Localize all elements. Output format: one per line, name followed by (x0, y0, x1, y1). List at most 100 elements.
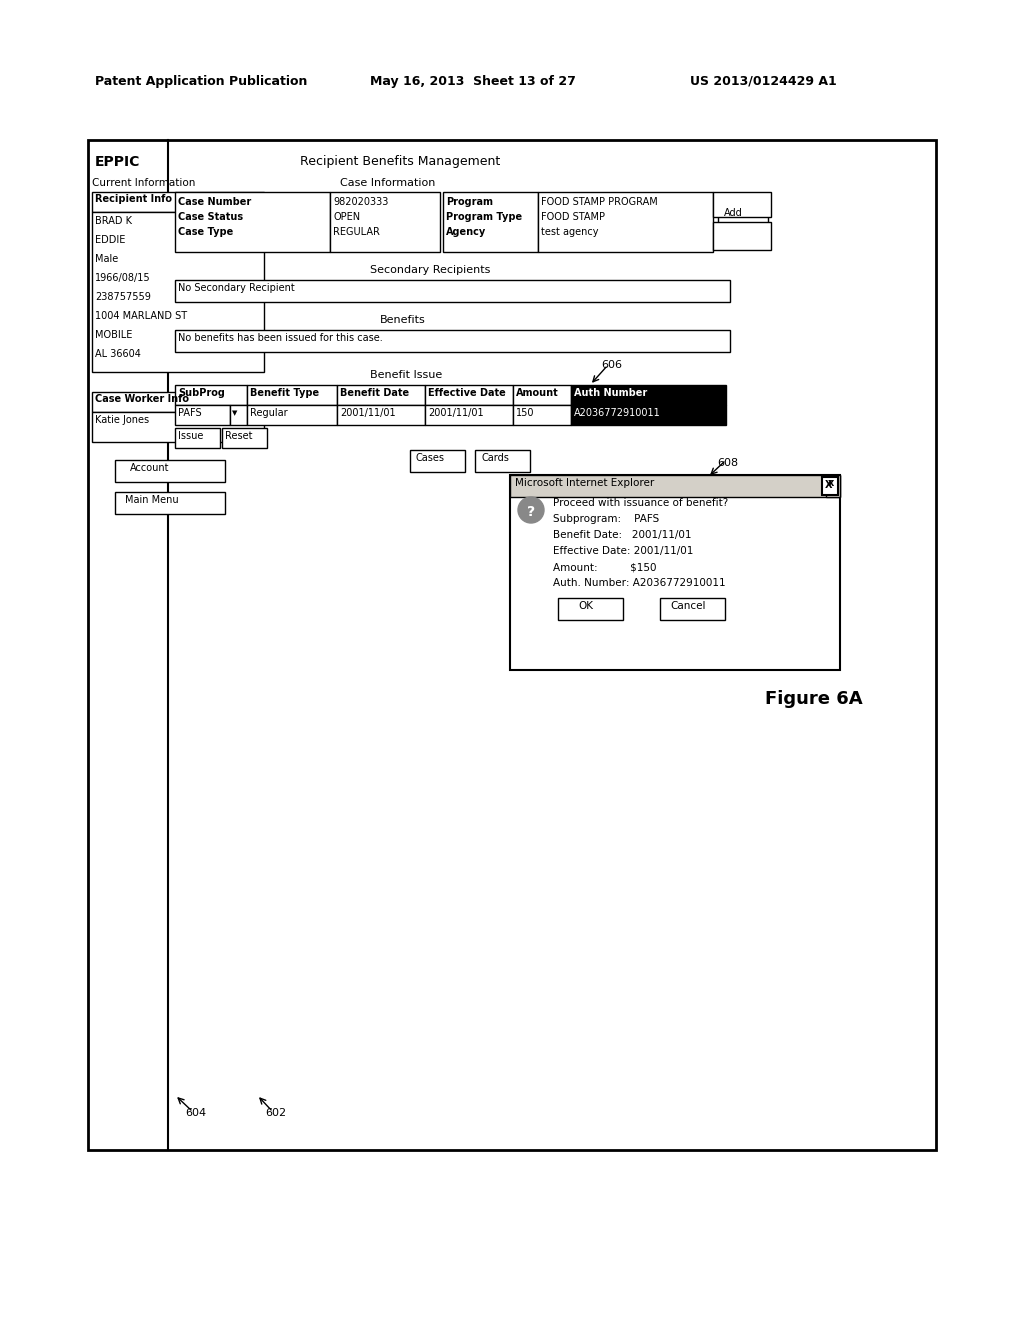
Text: PAFS: PAFS (178, 408, 202, 418)
Text: Male: Male (95, 253, 118, 264)
Bar (443, 191, 538, 252)
Text: Amount: Amount (516, 388, 559, 399)
Text: Recipient Info: Recipient Info (95, 194, 172, 205)
Bar (92, 392, 264, 412)
Bar (222, 428, 267, 447)
Bar (475, 450, 530, 473)
Text: FOOD STAMP PROGRAM: FOOD STAMP PROGRAM (541, 197, 657, 207)
Bar (713, 222, 771, 249)
Bar (337, 405, 425, 425)
Bar (660, 598, 725, 620)
Bar (558, 598, 623, 620)
Text: Effective Date: Effective Date (428, 388, 506, 399)
Bar (425, 385, 513, 405)
Text: 238757559: 238757559 (95, 292, 151, 302)
Bar (175, 405, 230, 425)
Bar (330, 191, 440, 252)
Text: test agency: test agency (541, 227, 598, 238)
Text: 1966/08/15: 1966/08/15 (95, 273, 151, 282)
Text: Katie Jones: Katie Jones (95, 414, 150, 425)
Text: MOBILE: MOBILE (95, 330, 132, 341)
Text: Benefits: Benefits (380, 315, 426, 325)
Text: 982020333: 982020333 (333, 197, 388, 207)
Text: EPPIC: EPPIC (95, 154, 140, 169)
Text: 602: 602 (265, 1107, 286, 1118)
Text: Amount:          $150: Amount: $150 (553, 562, 656, 572)
Bar (410, 450, 465, 473)
Text: ?: ? (527, 506, 536, 519)
Text: ▼: ▼ (232, 411, 238, 416)
Bar (513, 405, 571, 425)
Text: No benefits has been issued for this case.: No benefits has been issued for this cas… (178, 333, 383, 343)
Text: Regular: Regular (250, 408, 288, 418)
Bar (115, 459, 225, 482)
Text: X: X (825, 480, 833, 490)
Text: Benefit Type: Benefit Type (250, 388, 319, 399)
Bar (175, 428, 220, 447)
Text: AL 36604: AL 36604 (95, 348, 141, 359)
Text: 606: 606 (601, 360, 622, 370)
Bar (571, 385, 726, 405)
Text: Issue: Issue (178, 432, 204, 441)
Text: 604: 604 (185, 1107, 206, 1118)
Text: Account: Account (130, 463, 170, 473)
Text: Add: Add (724, 209, 742, 218)
Text: x: x (828, 478, 835, 488)
Text: Auth. Number: A2036772910011: Auth. Number: A2036772910011 (553, 578, 726, 587)
Bar (175, 191, 330, 252)
Text: REGULAR: REGULAR (333, 227, 380, 238)
Circle shape (518, 498, 544, 523)
Text: OPEN: OPEN (333, 213, 360, 222)
Text: 608: 608 (717, 458, 738, 469)
Text: Cards: Cards (481, 453, 509, 463)
Text: Benefit Date:   2001/11/01: Benefit Date: 2001/11/01 (553, 531, 691, 540)
Bar (230, 405, 247, 425)
Text: Cancel: Cancel (670, 601, 706, 611)
Bar (538, 191, 713, 252)
Text: Case Number: Case Number (178, 197, 251, 207)
Text: Auth Number: Auth Number (574, 388, 647, 399)
Text: Proceed with issuance of benefit?: Proceed with issuance of benefit? (553, 498, 728, 508)
Text: No Secondary Recipient: No Secondary Recipient (178, 282, 295, 293)
Bar (513, 385, 571, 405)
Text: SubProg: SubProg (178, 388, 225, 399)
Text: Program Type: Program Type (446, 213, 522, 222)
Text: Benefit Date: Benefit Date (340, 388, 410, 399)
Text: Reset: Reset (225, 432, 253, 441)
Text: May 16, 2013  Sheet 13 of 27: May 16, 2013 Sheet 13 of 27 (370, 75, 575, 88)
Text: Case Worker Info: Case Worker Info (95, 393, 189, 404)
Bar (826, 475, 840, 498)
Text: Case Information: Case Information (340, 178, 435, 187)
Text: Benefit Issue: Benefit Issue (370, 370, 442, 380)
Bar (92, 213, 264, 372)
Text: EDDIE: EDDIE (95, 235, 125, 246)
Text: Main Menu: Main Menu (125, 495, 178, 506)
Bar (510, 475, 840, 498)
Text: BRAD K: BRAD K (95, 216, 132, 226)
Bar (247, 385, 337, 405)
Text: 2001/11/01: 2001/11/01 (428, 408, 483, 418)
Text: FOOD STAMP: FOOD STAMP (541, 213, 605, 222)
Bar (92, 412, 264, 442)
Bar (175, 385, 247, 405)
Bar (175, 280, 730, 302)
Text: OK: OK (578, 601, 593, 611)
Bar (510, 475, 840, 671)
Bar (571, 405, 726, 425)
Text: 1004 MARLAND ST: 1004 MARLAND ST (95, 312, 187, 321)
Text: Cases: Cases (416, 453, 445, 463)
Text: A2036772910011: A2036772910011 (574, 408, 660, 418)
Text: Case Status: Case Status (178, 213, 243, 222)
Text: Program: Program (446, 197, 493, 207)
Text: Microsoft Internet Explorer: Microsoft Internet Explorer (515, 478, 654, 488)
Bar (247, 405, 337, 425)
Text: Effective Date: 2001/11/01: Effective Date: 2001/11/01 (553, 546, 693, 556)
Text: US 2013/0124429 A1: US 2013/0124429 A1 (690, 75, 837, 88)
Text: Agency: Agency (446, 227, 486, 238)
Text: Figure 6A: Figure 6A (765, 690, 862, 708)
Bar (88, 140, 936, 1150)
Bar (718, 205, 768, 227)
Text: Recipient Benefits Management: Recipient Benefits Management (300, 154, 501, 168)
Bar (175, 330, 730, 352)
Text: 150: 150 (516, 408, 535, 418)
